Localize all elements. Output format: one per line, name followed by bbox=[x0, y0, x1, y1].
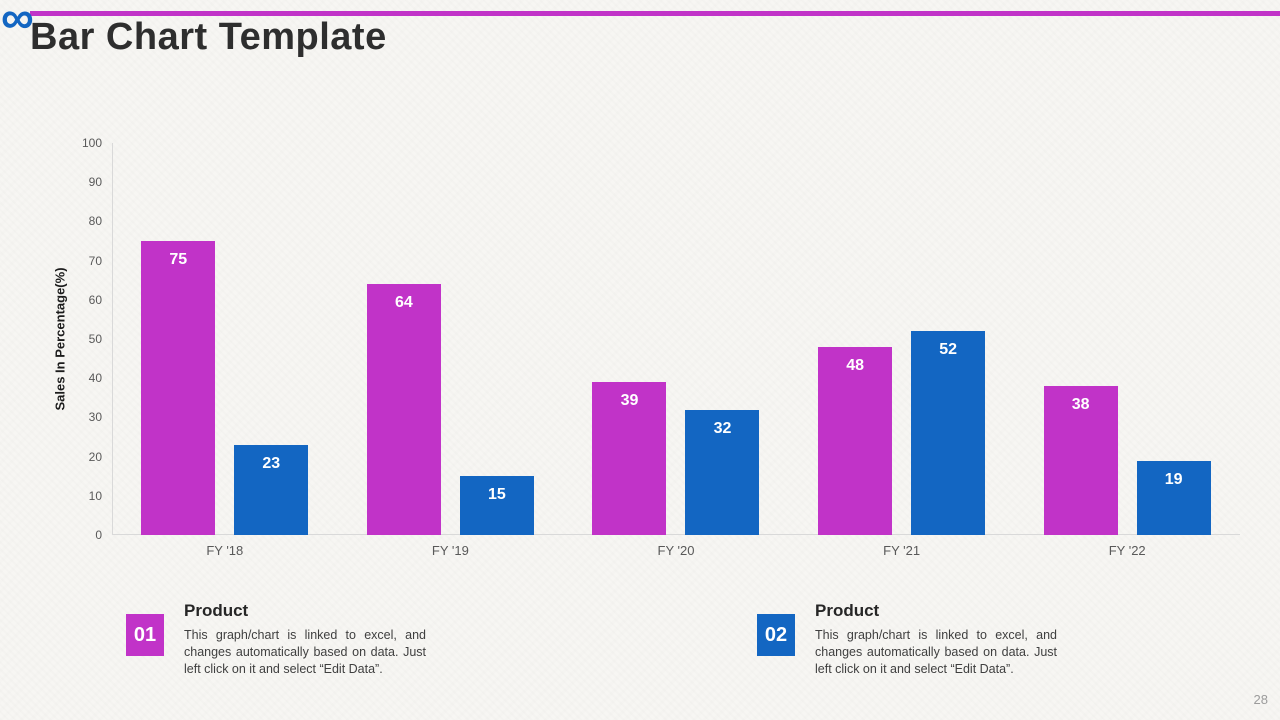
legend-heading-02: Product bbox=[815, 601, 880, 620]
bar-series-1: 39 bbox=[592, 382, 667, 535]
bar-value-label: 38 bbox=[1071, 396, 1090, 414]
chart-axes bbox=[112, 143, 1240, 535]
page-number: 28 bbox=[1253, 692, 1268, 707]
bar-series-2: 32 bbox=[685, 409, 760, 535]
bar-value-label: 75 bbox=[169, 251, 188, 268]
y-tick-label: 20 bbox=[88, 449, 102, 464]
y-tick-label: 90 bbox=[88, 175, 102, 190]
y-tick-label: 40 bbox=[88, 371, 102, 386]
bar-value-label: 15 bbox=[487, 486, 506, 504]
legend-description-01: This graph/chart is linked to excel, and… bbox=[184, 628, 426, 676]
bar-series-1: 48 bbox=[818, 346, 893, 535]
y-tick-label: 70 bbox=[88, 253, 102, 268]
bar-value-label: 39 bbox=[620, 392, 639, 410]
legend-badge-01: 01 bbox=[126, 614, 164, 656]
y-tick-label: 10 bbox=[88, 488, 102, 503]
bar-series-1: 64 bbox=[366, 284, 441, 535]
top-accent-line bbox=[30, 11, 1280, 16]
bar-group: 75 23 bbox=[112, 143, 338, 535]
bar-value-label: 48 bbox=[846, 356, 864, 374]
bar-group: 64 15 bbox=[338, 143, 564, 535]
legend-item-product-02: 02 Product This graph/chart is linked to… bbox=[757, 601, 1057, 677]
page-title: Bar Chart Template bbox=[30, 16, 387, 58]
bar-series-2: 19 bbox=[1136, 460, 1211, 535]
bar-group: 38 19 bbox=[1014, 143, 1240, 535]
bar-series-1: 38 bbox=[1043, 386, 1118, 535]
bar-series-2: 23 bbox=[234, 444, 309, 535]
bar-group: 48 52 bbox=[789, 143, 1015, 535]
y-tick-label: 100 bbox=[81, 136, 102, 150]
x-axis-label: FY '22 bbox=[1108, 543, 1146, 558]
bar-value-label: 23 bbox=[262, 454, 281, 472]
bar-series-2: 52 bbox=[911, 331, 986, 535]
y-tick-label: 30 bbox=[88, 410, 102, 425]
legend-heading-01: Product bbox=[184, 601, 249, 620]
bar-value-label: 32 bbox=[713, 419, 732, 437]
y-tick-label: 80 bbox=[88, 214, 102, 229]
x-axis-label: FY '21 bbox=[883, 543, 921, 558]
x-axis-label: FY '18 bbox=[206, 543, 244, 558]
bar-series-1: 75 bbox=[141, 241, 216, 535]
bar-value-label: 64 bbox=[394, 294, 413, 312]
y-tick-label: 60 bbox=[88, 292, 102, 307]
legend-badge-02: 02 bbox=[757, 614, 795, 656]
y-tick-label: 50 bbox=[88, 332, 102, 346]
bar-series-2: 15 bbox=[459, 476, 534, 535]
legend-item-product-01: 01 Product This graph/chart is linked to… bbox=[126, 601, 426, 677]
bar-group: 39 32 bbox=[563, 143, 789, 535]
y-tick-label: 0 bbox=[95, 528, 102, 542]
x-axis-label: FY '20 bbox=[657, 543, 695, 558]
bar-value-label: 52 bbox=[939, 341, 957, 359]
bar-value-label: 19 bbox=[1164, 470, 1183, 488]
infinity-logo-icon: ∞ bbox=[1, 0, 34, 43]
x-axis-label: FY '19 bbox=[431, 543, 469, 558]
legend-description-02: This graph/chart is linked to excel, and… bbox=[815, 628, 1057, 676]
